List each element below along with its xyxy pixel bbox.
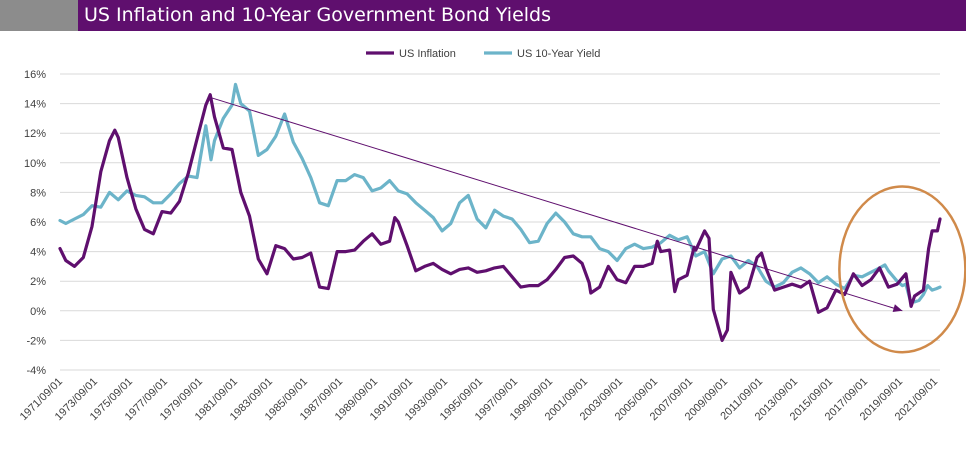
trend-arrow-head <box>892 304 903 312</box>
annotations <box>210 97 966 354</box>
title-accent-swatch <box>0 0 78 31</box>
trend-arrow-line <box>210 97 903 312</box>
y-tick-label: 2% <box>30 276 46 288</box>
y-tick-label: -4% <box>26 365 46 377</box>
legend-label-us-10-year-yield: US 10-Year Yield <box>517 48 600 60</box>
y-tick-label: 0% <box>30 306 46 318</box>
chart-title: US Inflation and 10-Year Government Bond… <box>84 4 551 26</box>
series-lines <box>58 82 942 342</box>
y-tick-label: -2% <box>26 335 46 347</box>
y-axis-tick-labels: -4% -2% 0% 2% 4% 6% 8% 10% 12% 14% 16% <box>24 69 46 377</box>
legend: US Inflation US 10-Year Yield <box>366 48 600 60</box>
y-tick-label: 10% <box>24 158 46 170</box>
y-tick-label: 16% <box>24 69 46 81</box>
y-tick-label: 8% <box>30 187 46 199</box>
y-tick-label: 4% <box>30 247 46 259</box>
series-line-us-inflation <box>58 93 942 342</box>
y-tick-label: 14% <box>24 99 46 111</box>
series-line-us-10-year-yield <box>58 82 942 304</box>
title-background <box>78 0 966 31</box>
y-tick-label: 12% <box>24 128 46 140</box>
y-tick-label: 6% <box>30 217 46 229</box>
gridlines <box>60 73 940 371</box>
x-axis-tick-labels: 1971/09/011973/09/011975/09/011977/09/01… <box>18 376 941 423</box>
highlight-ellipse <box>838 185 966 354</box>
title-bar: US Inflation and 10-Year Government Bond… <box>0 0 966 31</box>
legend-label-us-inflation: US Inflation <box>399 48 456 60</box>
